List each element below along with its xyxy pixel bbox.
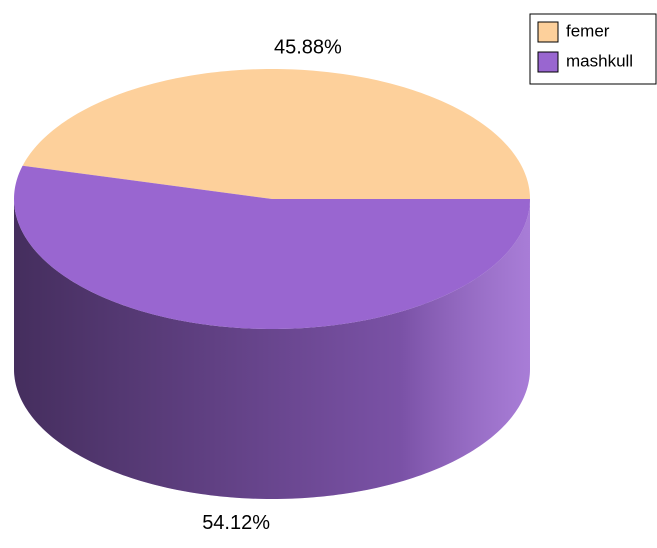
slice-side-shade: [14, 199, 530, 499]
slice: [22, 69, 530, 199]
legend-swatch: [537, 51, 559, 73]
legend-swatch: [537, 21, 559, 43]
data-label: 45.88%: [274, 37, 342, 59]
pie: 45.88% 54.12%: [14, 37, 530, 534]
legend-label: mashkull: [566, 51, 633, 70]
slice: [14, 165, 530, 329]
legend: femer mashkull: [529, 13, 657, 85]
legend-label: femer: [566, 21, 610, 40]
data-label: 54.12%: [202, 512, 270, 534]
